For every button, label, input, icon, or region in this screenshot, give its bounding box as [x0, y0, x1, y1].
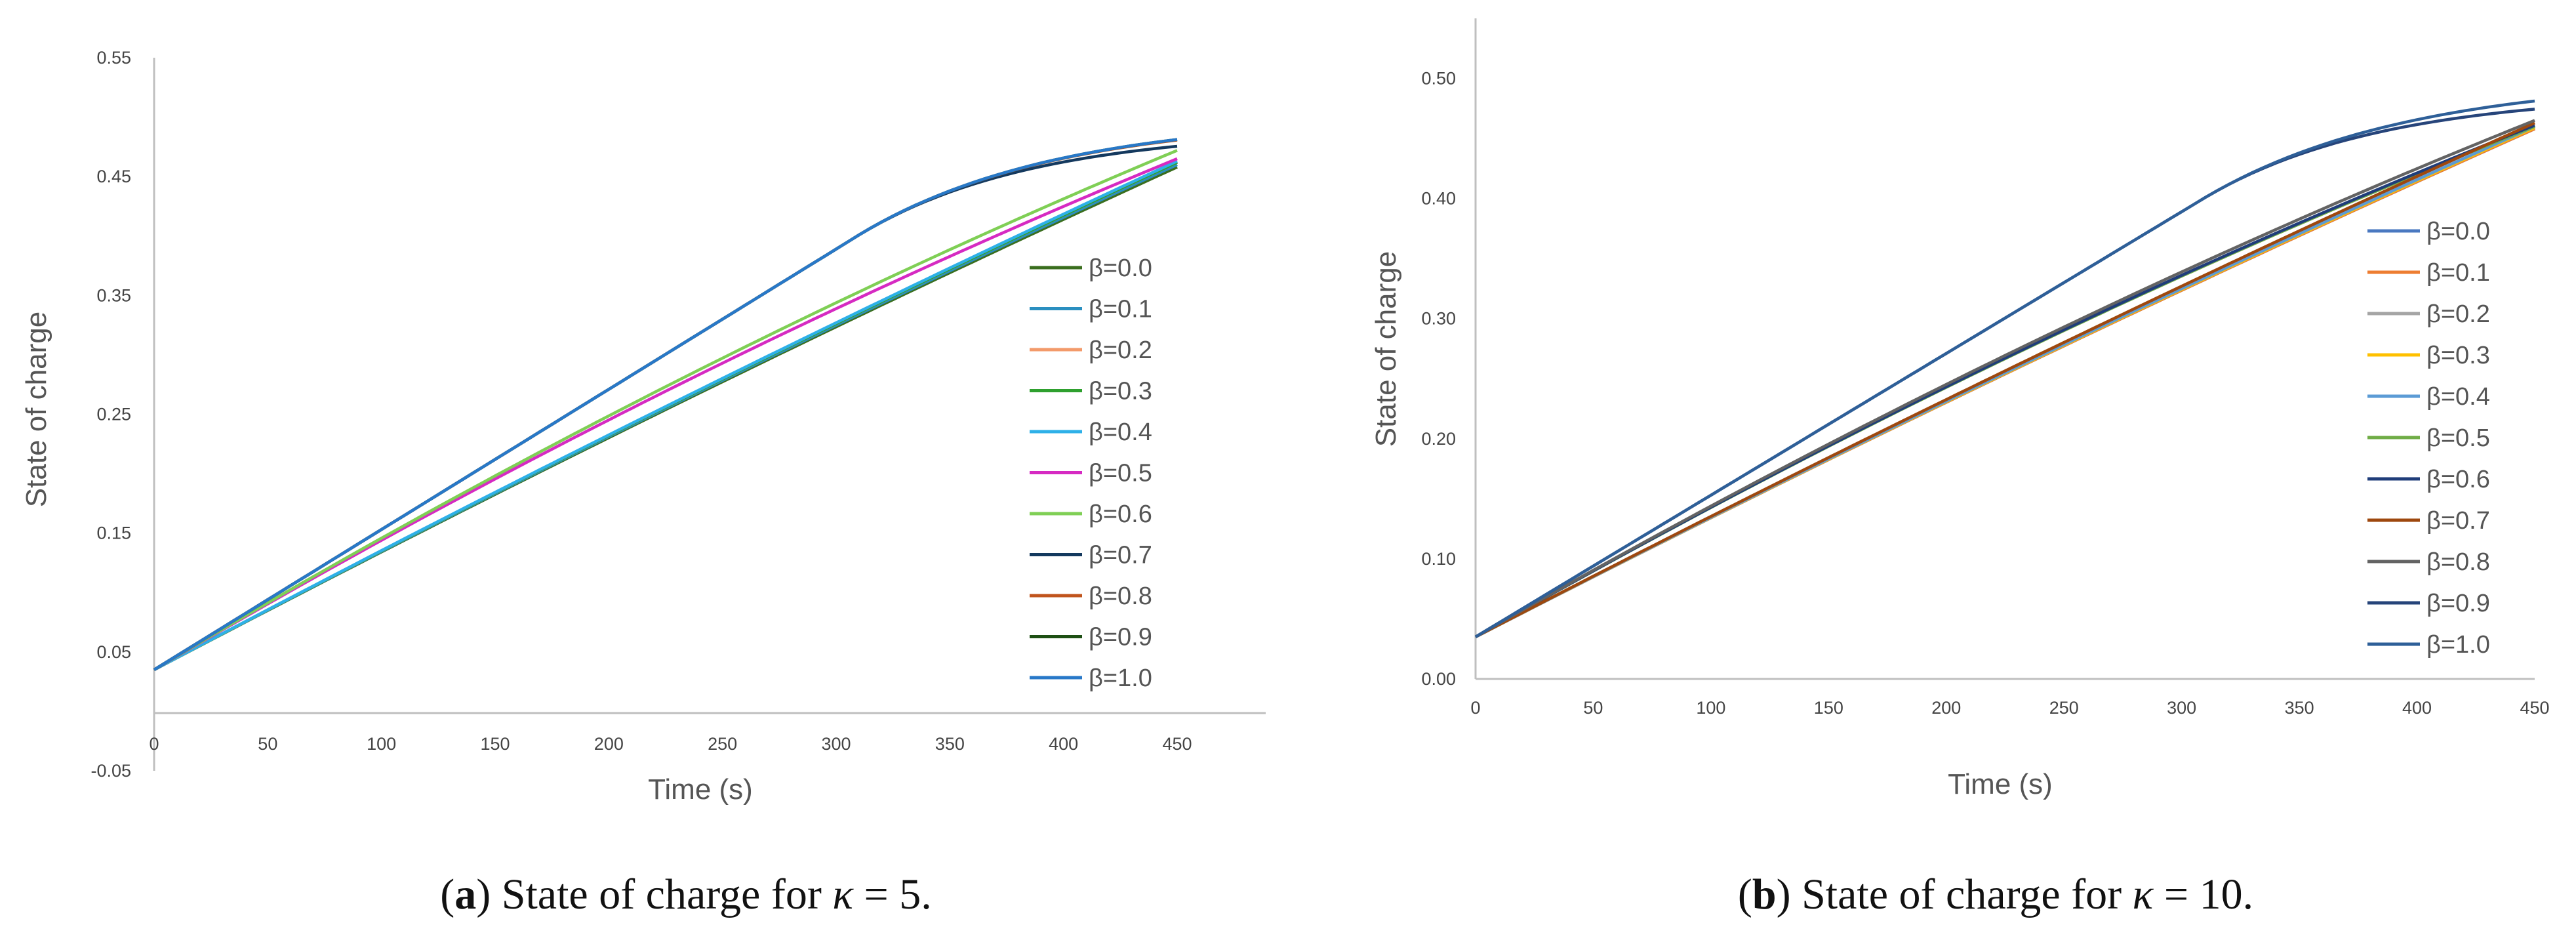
chart-panel-b: 0.00 0.10 0.20 0.30 0.40 0.50 0 50 100 150 200 250…: [1370, 18, 2550, 918]
y-tick-label: 0.05: [96, 642, 131, 662]
x-tick-label: 100: [367, 734, 396, 754]
y-tick-label: 0.55: [96, 48, 131, 68]
chart-panel-a: -0.05 0.05 0.15 0.25 0.35 0.45 0.55 0 50 100 150 2…: [20, 48, 1266, 918]
x-tick-label: 400: [1049, 734, 1078, 754]
legend-label: β=0.4: [2426, 383, 2490, 411]
legend-label: β=0.7: [2426, 507, 2490, 535]
x-tick-label: 450: [1162, 734, 1192, 754]
x-tick-label: 0: [1470, 698, 1480, 718]
x-tick-label: 50: [1583, 698, 1603, 718]
legend-label: β=0.8: [1089, 583, 1152, 610]
y-tick-label: 0.35: [96, 285, 131, 305]
x-tick-label: 400: [2402, 698, 2432, 718]
legend-label: β=0.8: [2426, 548, 2490, 576]
y-tick-label: 0.00: [1421, 669, 1456, 689]
series-line-β-0.8: [1474, 119, 2535, 638]
x-axis-label: Time (s): [648, 773, 753, 806]
series-line-β-0.0: [153, 165, 1178, 671]
y-tick-label: 0.50: [1421, 69, 1456, 89]
legend-label: β=0.1: [1089, 296, 1152, 323]
x-tick-label: 200: [594, 734, 624, 754]
x-tick-label: 200: [1931, 698, 1961, 718]
y-tick-label: 0.10: [1421, 549, 1456, 569]
legend-label: β=0.7: [1089, 542, 1152, 569]
y-tick-label: 0.45: [96, 167, 131, 186]
legend-label: β=0.9: [1089, 624, 1152, 651]
y-tick-label: 0.30: [1421, 309, 1456, 329]
x-tick-label: 0: [149, 734, 159, 754]
series-line-β-0.7: [1474, 121, 2535, 638]
x-tick-label: 350: [2285, 698, 2314, 718]
x-tick-label: 450: [2520, 698, 2549, 718]
legend-label: β=0.6: [2426, 466, 2490, 493]
legend-label: β=0.1: [2426, 259, 2490, 287]
legend-label: β=1.0: [2426, 631, 2490, 659]
legend-label: β=0.0: [1089, 255, 1152, 282]
legend-label: β=0.5: [2426, 424, 2490, 452]
y-tick-label: -0.05: [91, 761, 131, 781]
caption-a: (a) State of charge for κ = 5.: [440, 870, 931, 918]
x-tick-label: 300: [821, 734, 851, 754]
x-tick-label: 100: [1696, 698, 1725, 718]
y-tick-label: 0.25: [96, 405, 131, 424]
x-tick-label: 350: [935, 734, 965, 754]
legend-label: β=0.3: [2426, 342, 2490, 369]
legend-label: β=1.0: [1089, 665, 1152, 692]
legend-label: β=0.3: [1089, 378, 1152, 405]
legend-label: β=0.4: [1089, 419, 1152, 446]
series-line-β-1.0: [153, 138, 1178, 671]
y-axis-label: State of charge: [1370, 251, 1402, 447]
x-axis-label: Time (s): [1948, 768, 2053, 800]
series-line-β-0.4: [153, 159, 1178, 671]
legend-label: β=0.9: [2426, 590, 2490, 617]
y-tick-label: 0.15: [96, 523, 131, 543]
legend-label: β=0.2: [2426, 300, 2490, 328]
legend-label: β=0.0: [2426, 218, 2490, 245]
series-line-β-0.6: [153, 149, 1178, 671]
caption-b: (b) State of charge for κ = 10.: [1738, 870, 2253, 918]
x-tick-label: 150: [480, 734, 510, 754]
x-tick-label: 300: [2167, 698, 2196, 718]
x-tick-label: 150: [1814, 698, 1843, 718]
series-line-β-0.1: [153, 163, 1178, 671]
x-tick-label: 250: [708, 734, 737, 754]
legend-label: β=0.2: [1089, 337, 1152, 364]
y-axis-label: State of charge: [20, 312, 52, 507]
series-line-β-1.0: [1474, 99, 2535, 638]
legend-label: β=0.5: [1089, 460, 1152, 487]
x-tick-label: 50: [258, 734, 277, 754]
y-tick-label: 0.20: [1421, 429, 1456, 449]
y-tick-label: 0.40: [1421, 189, 1456, 209]
legend-label: β=0.6: [1089, 501, 1152, 528]
x-tick-label: 250: [2049, 698, 2079, 718]
